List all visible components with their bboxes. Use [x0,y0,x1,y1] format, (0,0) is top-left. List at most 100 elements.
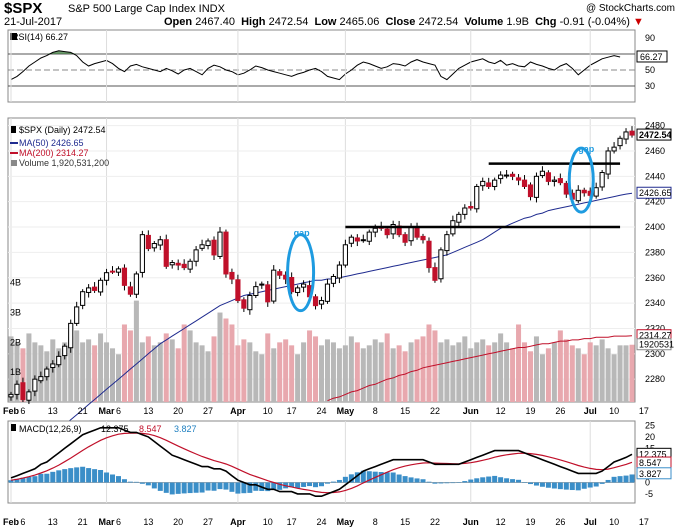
macd-hist-bar [163,482,169,493]
macd-hist-bar [438,482,444,484]
volume-bar [235,345,241,402]
macd-hist-bar [468,479,474,483]
candle-body [127,286,134,295]
candle-body [151,243,157,249]
volume-bar [372,339,378,402]
candle-body [217,231,223,257]
candle-body [133,273,139,295]
candle-body [581,189,587,194]
candle-body [402,234,408,243]
macd-hist-bar [8,480,14,483]
rsi-legend: RSI(14) 66.27 [12,32,68,42]
volume-bar [623,345,629,402]
volume-bar [492,342,498,402]
volume-bar [432,330,438,402]
volume-bar [629,344,635,402]
candle-body [115,268,122,273]
price-x-label-20: 26 [555,406,565,416]
candle-body [533,175,540,198]
ma200-last-label: 2314.27 [639,331,672,341]
rsi-panel-frame [7,29,636,103]
volume-bar [217,312,223,402]
candle-body [312,296,319,307]
volume-tick-4B: 4B [10,278,21,288]
volume-bar [187,330,193,402]
candle-body [456,213,462,223]
candle-body [26,391,32,401]
macd-hist-bar [575,482,581,491]
macd-hist-bar [181,482,187,494]
candle-body [420,235,426,241]
price-x-label-5: 6 [116,406,121,416]
macd-hist-bar [545,482,551,488]
macd-x-label-5: 6 [116,517,121,527]
candle-body [521,179,528,187]
volume-bar [486,345,492,402]
candle-body [229,271,235,280]
candle-body [253,286,259,296]
price-tick-2320: 2320 [645,323,665,333]
macd-hist-bar [426,481,432,483]
macd-hist-bar [378,472,384,483]
macd-hist-bar [98,469,104,483]
macd-hist-bar [145,482,151,486]
volume-legend-swatch [11,160,17,166]
price-x-label-18: 12 [496,406,506,416]
rsi-last-box [636,50,668,63]
hist-last-label-box [636,467,672,480]
macd-hist-bar [121,479,127,483]
volume-bar [181,324,187,402]
gap-ellipse-2 [567,146,595,214]
rsi-line [10,50,621,81]
macd-x-label-3: 21 [78,517,88,527]
volume-value: 1.9B [506,16,529,28]
volume-bar [133,300,139,402]
volume-bar [384,333,390,402]
candle-body [74,306,80,324]
volume-bar [557,330,563,402]
macd-hist-bar [342,476,348,483]
macd-hist-bar [56,470,62,483]
macd-hist-bar [605,479,611,483]
candle-body [103,272,110,281]
candle-body [235,279,241,302]
macd-x-label-7: 20 [173,517,183,527]
candle-body [384,228,390,236]
brand-link[interactable]: @ StockCharts.com [585,3,675,14]
macd-hist-bar [277,482,283,490]
macd-hist-bar [390,472,396,483]
volume-last-label-box [636,338,672,351]
macd-hist-bar [330,481,336,483]
candle-body [330,275,337,284]
volume-tick-3B: 3B [10,308,21,318]
volume-bar [324,339,330,402]
candle-body [271,269,277,302]
volume-bar [86,339,92,402]
candle-body [223,231,229,275]
candle-body [20,382,26,400]
macd-x-label-11: 17 [287,517,297,527]
price-x-label-8: 27 [203,406,213,416]
macd-x-label-6: 13 [143,517,153,527]
macd-hist-bar [611,476,617,483]
volume-bar [121,324,127,402]
volume-bar [545,348,551,402]
macd-hist-bar [115,476,121,483]
candle-body [163,239,169,267]
open-value: 2467.40 [195,16,235,28]
volume-bar [533,336,539,402]
close-value: 2472.54 [418,16,459,28]
volume-bar [438,342,444,402]
macd-hist-bar [336,479,342,483]
volume-bar [378,342,384,402]
volume-bar [366,345,372,402]
price-x-label-0: Feb [3,406,20,416]
volume-bar [408,342,414,402]
macd-hist-bar [133,481,139,483]
candle-body [557,178,563,184]
price-last-label-box [636,128,672,141]
candle-body [318,300,325,305]
macd-hist-bar [444,482,450,484]
price-tick-2440: 2440 [645,171,665,181]
price-x-label-13: May [337,406,355,416]
